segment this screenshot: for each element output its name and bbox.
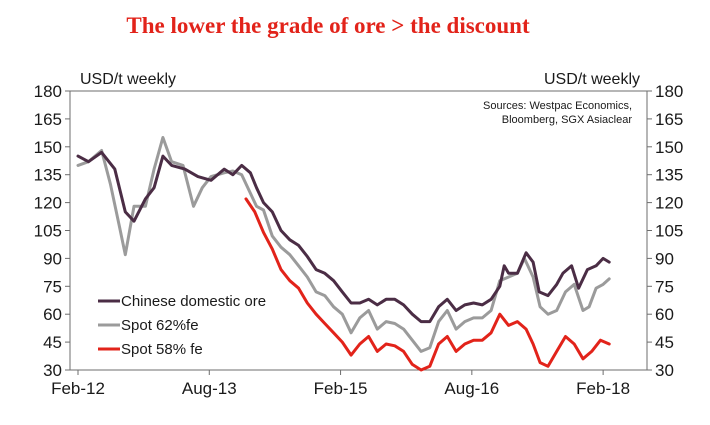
x-tick-label-feb-15: Feb-15	[314, 379, 368, 398]
legend-label-spot-58: Spot 58% fe	[121, 341, 203, 358]
y-tick-label-left-60: 60	[43, 305, 62, 324]
y-tick-label-right-75: 75	[655, 277, 674, 296]
y-tick-label-right-30: 30	[655, 361, 674, 380]
source-note-line-2: Bloomberg, SGX Asiaclear	[502, 114, 633, 126]
legend: Chinese domestic ore Spot 62%fe Spot 58%…	[98, 293, 266, 358]
x-tick-label-feb-18: Feb-18	[576, 379, 630, 398]
right-y-axis: 30 45 60 75 90 105 120 135 150 165 180	[647, 82, 683, 380]
y-tick-label-right-90: 90	[655, 249, 674, 268]
y-tick-label-right-165: 165	[655, 110, 683, 129]
y-tick-label-right-105: 105	[655, 222, 683, 241]
y-tick-label-left-180: 180	[34, 82, 62, 101]
y-tick-label-left-150: 150	[34, 138, 62, 157]
source-note-line-1: Sources: Westpac Economics,	[483, 100, 632, 112]
y-tick-label-right-150: 150	[655, 138, 683, 157]
y-tick-label-right-135: 135	[655, 166, 683, 185]
x-tick-label-aug-16: Aug-16	[444, 379, 499, 398]
series-line-spot-62	[76, 136, 611, 353]
right-axis-unit-label: USD/t weekly	[544, 71, 640, 88]
y-tick-label-left-105: 105	[34, 222, 62, 241]
legend-label-chinese-domestic: Chinese domestic ore	[121, 293, 266, 310]
series-layer	[76, 136, 611, 372]
y-tick-label-right-60: 60	[655, 305, 674, 324]
y-tick-label-left-135: 135	[34, 166, 62, 185]
y-tick-label-right-180: 180	[655, 82, 683, 101]
y-tick-label-left-120: 120	[34, 194, 62, 213]
y-tick-label-left-165: 165	[34, 110, 62, 129]
y-tick-label-left-45: 45	[43, 333, 62, 352]
left-axis-unit-label: USD/t weekly	[80, 71, 176, 88]
chart-title: The lower the grade of ore > the discoun…	[126, 13, 530, 38]
left-y-axis: 30 45 60 75 90 105 120 135 150 165 180	[34, 82, 70, 380]
y-tick-label-left-90: 90	[43, 249, 62, 268]
x-axis: Feb-12 Aug-13 Feb-15 Aug-16 Feb-18	[51, 370, 630, 398]
y-tick-label-left-75: 75	[43, 277, 62, 296]
y-tick-label-right-120: 120	[655, 194, 683, 213]
x-tick-label-feb-12: Feb-12	[51, 379, 105, 398]
series-line-spot-58	[244, 197, 611, 372]
legend-label-spot-62: Spot 62%fe	[121, 317, 199, 334]
y-tick-label-right-45: 45	[655, 333, 674, 352]
y-tick-label-left-30: 30	[43, 361, 62, 380]
series-line-chinese-domestic	[76, 150, 611, 324]
x-tick-label-aug-13: Aug-13	[182, 379, 237, 398]
